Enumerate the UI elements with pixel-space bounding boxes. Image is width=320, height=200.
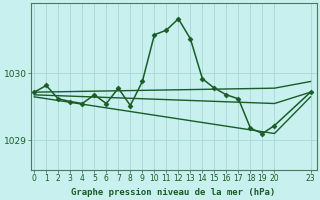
X-axis label: Graphe pression niveau de la mer (hPa): Graphe pression niveau de la mer (hPa) <box>71 188 276 197</box>
